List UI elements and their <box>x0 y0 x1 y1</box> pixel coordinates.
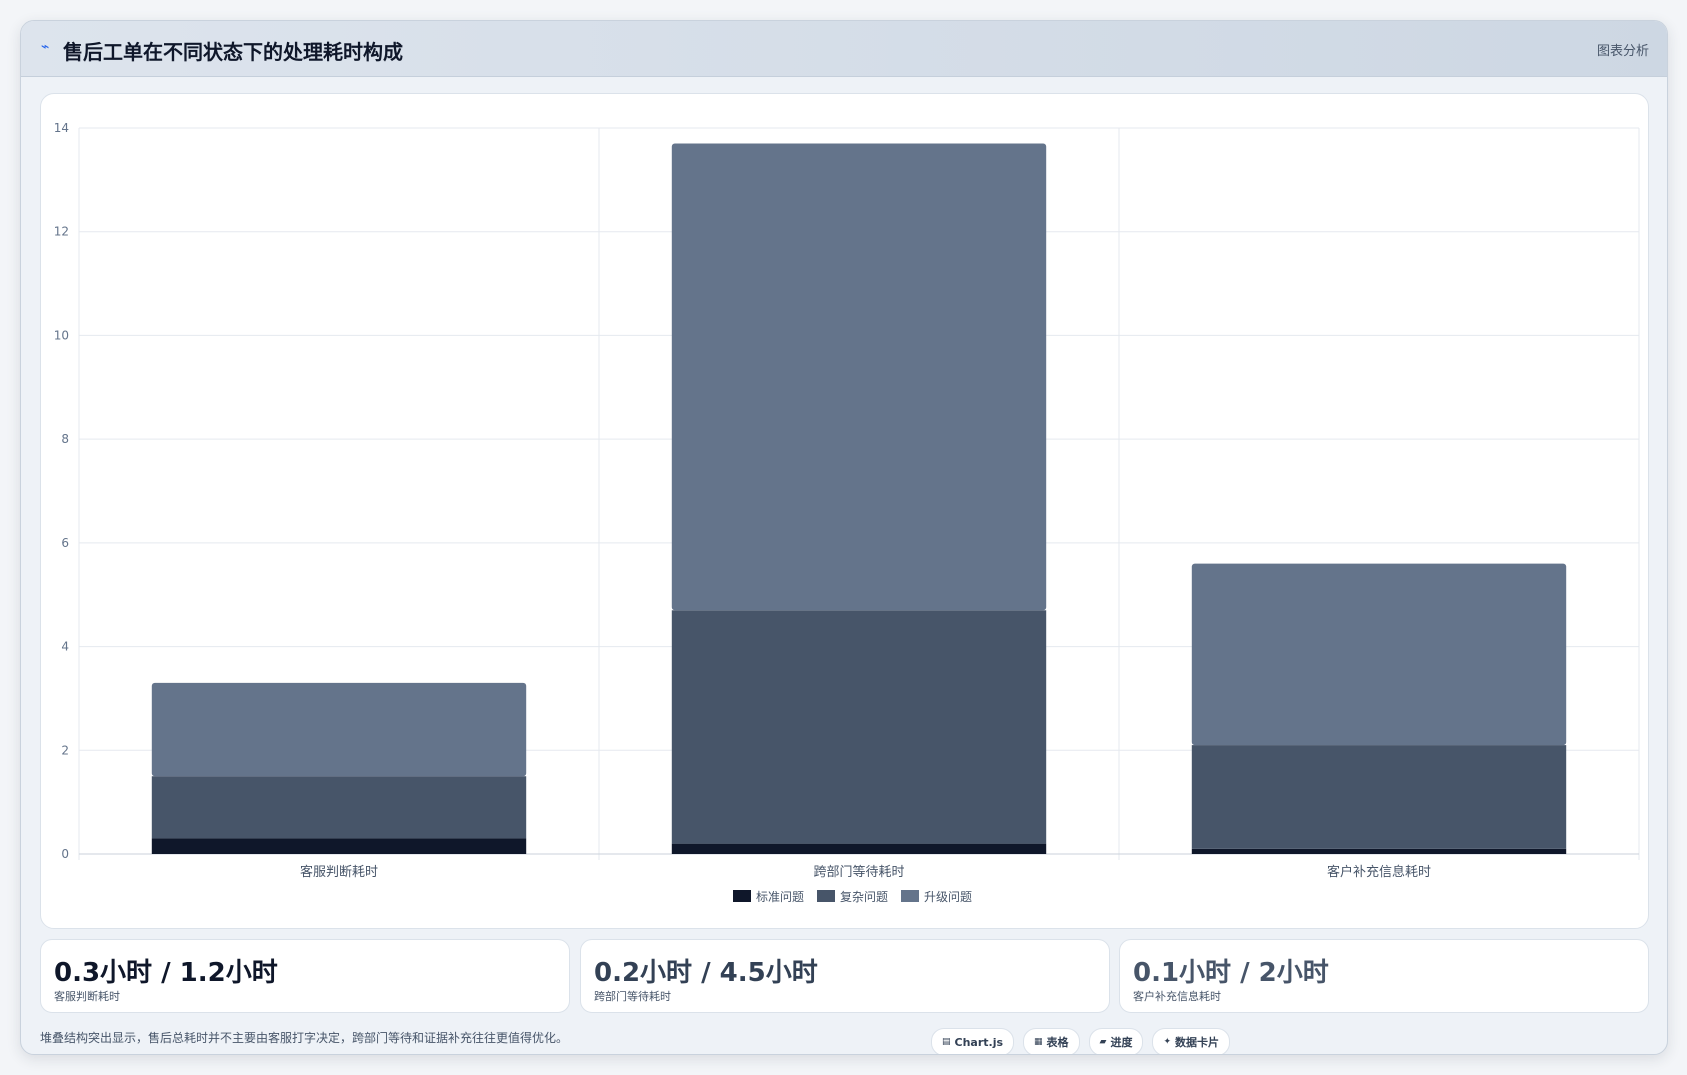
chip-label: 数据卡片 <box>1175 1036 1220 1049</box>
legend-swatch <box>733 890 751 902</box>
chip-data-card[interactable]: ✦ 数据卡片 <box>1152 1028 1231 1054</box>
chip-chartjs[interactable]: ▤ Chart.js <box>931 1028 1015 1054</box>
legend-label: 标准问题 <box>756 890 804 904</box>
footer-note: 堆叠结构突出显示，售后总耗时并不主要由客服打字决定，跨部门等待和证据补充往往更值… <box>40 1031 569 1045</box>
y-tick-label: 12 <box>54 225 69 239</box>
bar-segment <box>671 610 1047 844</box>
header-bar: ⌁ 售后工单在不同状态下的处理耗时构成 图表分析 <box>21 21 1667 77</box>
bar-segment <box>1191 563 1567 746</box>
stat-value: 0.2小时 / 4.5小时 <box>594 958 818 988</box>
y-tick-label: 4 <box>61 640 69 654</box>
x-tick-label: 客户补充信息耗时 <box>1327 864 1431 880</box>
legend-swatch <box>901 890 919 902</box>
y-tick-label: 6 <box>61 536 69 550</box>
bar-segment <box>151 776 527 839</box>
x-tick-label: 客服判断耗时 <box>300 864 378 880</box>
page-title: 售后工单在不同状态下的处理耗时构成 <box>63 40 403 64</box>
chip-label: Chart.js <box>954 1035 1004 1049</box>
legend-swatch <box>817 890 835 902</box>
trend-line-icon: ⌁ <box>41 39 50 55</box>
app-window: ⌁ 售后工单在不同状态下的处理耗时构成 图表分析 0 2 4 6 8 10 12 14 客服判断… <box>20 20 1668 1055</box>
table-icon: ▦ <box>1034 1037 1043 1047</box>
bar-segment <box>1191 745 1567 849</box>
chart-analysis-tag: 图表分析 <box>1596 44 1649 59</box>
tech-chips: ▤ Chart.js ▦ 表格 ▰ 进度 ✦ 数据卡片 <box>931 1028 1231 1054</box>
chip-table[interactable]: ▦ 表格 <box>1023 1028 1080 1054</box>
bar-segment <box>151 838 527 854</box>
stat-card-3: 0.1小时 / 2小时 客户补充信息耗时 <box>1119 939 1649 1013</box>
legend-label: 复杂问题 <box>840 890 888 904</box>
stat-label: 客户补充信息耗时 <box>1133 990 1221 1003</box>
stat-value: 0.3小时 / 1.2小时 <box>54 958 278 988</box>
y-tick-label: 14 <box>54 121 69 135</box>
card-icon: ✦ <box>1163 1037 1172 1047</box>
progress-icon: ▰ <box>1099 1037 1107 1047</box>
bar-segment <box>1191 848 1567 854</box>
stat-card-1: 0.3小时 / 1.2小时 客服判断耗时 <box>40 939 570 1013</box>
x-tick-label: 跨部门等待耗时 <box>813 864 904 880</box>
chip-progress[interactable]: ▰ 进度 <box>1088 1028 1144 1054</box>
stat-card-2: 0.2小时 / 4.5小时 跨部门等待耗时 <box>580 939 1110 1013</box>
stat-label: 客服判断耗时 <box>54 990 120 1003</box>
y-tick-label: 10 <box>54 328 69 342</box>
stat-label: 跨部门等待耗时 <box>594 990 671 1003</box>
bar-segment <box>151 682 527 777</box>
bar-segment <box>671 843 1047 854</box>
y-tick-label: 8 <box>61 432 69 446</box>
y-tick-label: 2 <box>61 743 69 757</box>
chip-label: 进度 <box>1110 1036 1133 1049</box>
chart-icon: ▤ <box>942 1037 951 1047</box>
chart-card: 0 2 4 6 8 10 12 14 客服判断耗时 跨部门等待耗时 客户补充信息耗时标准问题 复杂问题… <box>40 93 1649 929</box>
bar-segment <box>671 143 1047 611</box>
legend-label: 升级问题 <box>924 890 972 904</box>
stat-value: 0.1小时 / 2小时 <box>1133 958 1329 988</box>
chip-label: 表格 <box>1046 1036 1069 1049</box>
y-tick-label: 0 <box>61 847 69 861</box>
